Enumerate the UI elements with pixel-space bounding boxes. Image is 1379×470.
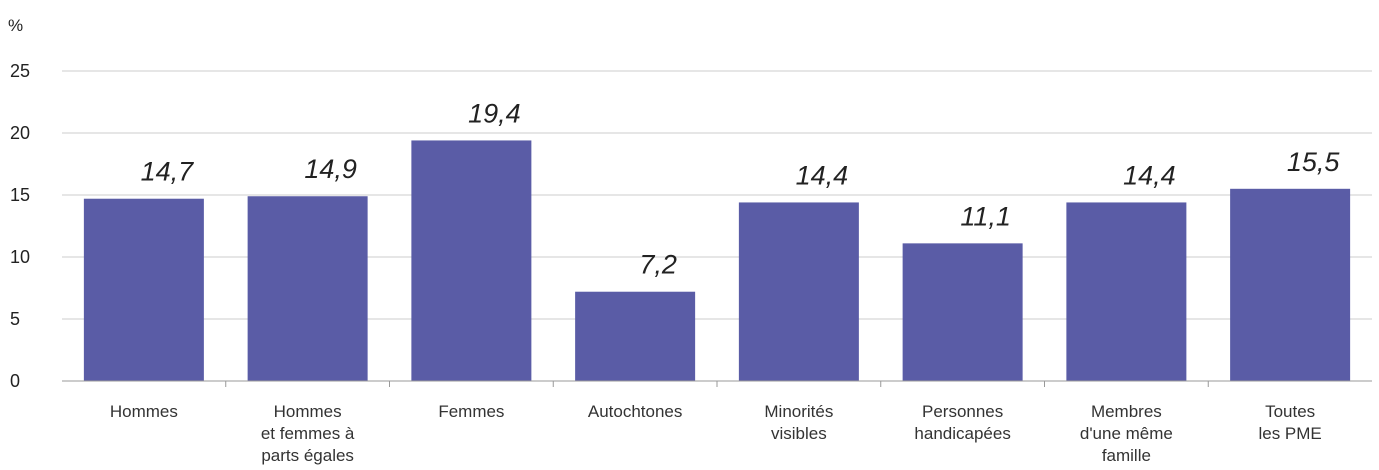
x-tick-label-line: Autochtones bbox=[588, 402, 683, 421]
bar bbox=[411, 140, 532, 381]
bar bbox=[738, 202, 859, 381]
x-tick-label-line: Hommes bbox=[274, 402, 342, 421]
y-tick-label: 25 bbox=[10, 61, 30, 81]
bar bbox=[1066, 202, 1187, 381]
bar bbox=[83, 198, 204, 381]
y-tick-label: 0 bbox=[10, 371, 20, 391]
data-label: 14,4 bbox=[796, 160, 849, 190]
x-tick-label-line: Membres bbox=[1091, 402, 1162, 421]
data-label: 14,4 bbox=[1123, 160, 1176, 190]
x-tick-label: Hommes et femmes à parts égales bbox=[261, 402, 355, 465]
value-labels: 14,7 14,9 19,4 7,2 14,4 11,1 14,4 15,5 bbox=[141, 98, 1341, 279]
x-tick-label: Hommes bbox=[110, 402, 178, 421]
category-labels: Hommes Hommes et femmes à parts égales Femme… bbox=[110, 402, 1322, 465]
bars bbox=[83, 140, 1351, 381]
x-tick-label-line: et femmes à bbox=[261, 424, 355, 443]
data-label: 14,9 bbox=[304, 154, 357, 184]
y-tick-label: 20 bbox=[10, 123, 30, 143]
y-tick-label: 15 bbox=[10, 185, 30, 205]
x-tick-label-line: Toutes bbox=[1265, 402, 1315, 421]
x-tick-label: Membres d'une même famille bbox=[1080, 402, 1173, 465]
x-tick-label-line: visibles bbox=[771, 424, 827, 443]
data-label: 7,2 bbox=[639, 250, 677, 280]
x-tick-label-line: d'une même bbox=[1080, 424, 1173, 443]
x-tick-label-line: handicapées bbox=[914, 424, 1010, 443]
x-tick-label-line: les PME bbox=[1258, 424, 1321, 443]
data-label: 11,1 bbox=[960, 201, 1011, 231]
x-axis bbox=[62, 380, 1372, 387]
x-tick-label: Toutes les PME bbox=[1258, 402, 1321, 443]
x-tick-label-line: Hommes bbox=[110, 402, 178, 421]
x-tick-label: Personnes handicapées bbox=[914, 402, 1010, 443]
x-tick-label-line: famille bbox=[1102, 446, 1151, 465]
y-tick-label: 5 bbox=[10, 309, 20, 329]
data-label: 14,7 bbox=[141, 157, 195, 187]
x-tick-label-line: parts égales bbox=[261, 446, 354, 465]
bar bbox=[902, 243, 1023, 381]
y-axis-unit-label: % bbox=[8, 16, 23, 35]
x-tick-label: Minorités visibles bbox=[764, 402, 833, 443]
data-label: 15,5 bbox=[1287, 147, 1341, 177]
bar bbox=[247, 196, 368, 381]
y-tick-label: 10 bbox=[10, 247, 30, 267]
x-tick-label: Femmes bbox=[438, 402, 504, 421]
x-tick-label: Autochtones bbox=[588, 402, 683, 421]
bar bbox=[575, 291, 696, 381]
data-label: 19,4 bbox=[468, 98, 521, 128]
x-tick-label-line: Minorités bbox=[764, 402, 833, 421]
x-tick-label-line: Femmes bbox=[438, 402, 504, 421]
bar bbox=[1230, 188, 1351, 381]
y-axis-ticks: 0 5 10 15 20 25 bbox=[10, 61, 30, 391]
x-tick-label-line: Personnes bbox=[922, 402, 1003, 421]
